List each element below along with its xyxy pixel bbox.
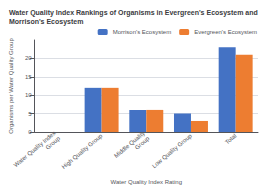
svg-text:20: 20 bbox=[25, 55, 32, 61]
svg-text:5: 5 bbox=[28, 111, 32, 117]
svg-text:10: 10 bbox=[25, 92, 32, 98]
svg-text:Water Quality Index: Water Quality Index bbox=[12, 130, 57, 169]
svg-text:Evergreen's Ecosystem: Evergreen's Ecosystem bbox=[194, 29, 257, 35]
svg-text:Low Quality Group: Low Quality Group bbox=[151, 132, 193, 169]
svg-text:Group: Group bbox=[134, 135, 151, 151]
svg-text:Total: Total bbox=[224, 133, 238, 146]
svg-text:Morrison's Ecosystem: Morrison's Ecosystem bbox=[113, 29, 172, 35]
svg-text:Organisms per Water Quality Gr: Organisms per Water Quality Group bbox=[8, 38, 14, 134]
svg-text:High Quality Group: High Quality Group bbox=[61, 132, 104, 170]
svg-text:15: 15 bbox=[25, 74, 32, 80]
svg-text:Group: Group bbox=[44, 135, 61, 151]
svg-text:Morrison's Ecosystem: Morrison's Ecosystem bbox=[9, 18, 83, 26]
svg-text:0: 0 bbox=[28, 129, 32, 135]
svg-text:Water Quality Index Rankings o: Water Quality Index Rankings of Organism… bbox=[9, 9, 260, 17]
svg-text:Water Quality Index Rating: Water Quality Index Rating bbox=[111, 179, 182, 185]
svg-text:Middle Quality: Middle Quality bbox=[113, 130, 146, 160]
